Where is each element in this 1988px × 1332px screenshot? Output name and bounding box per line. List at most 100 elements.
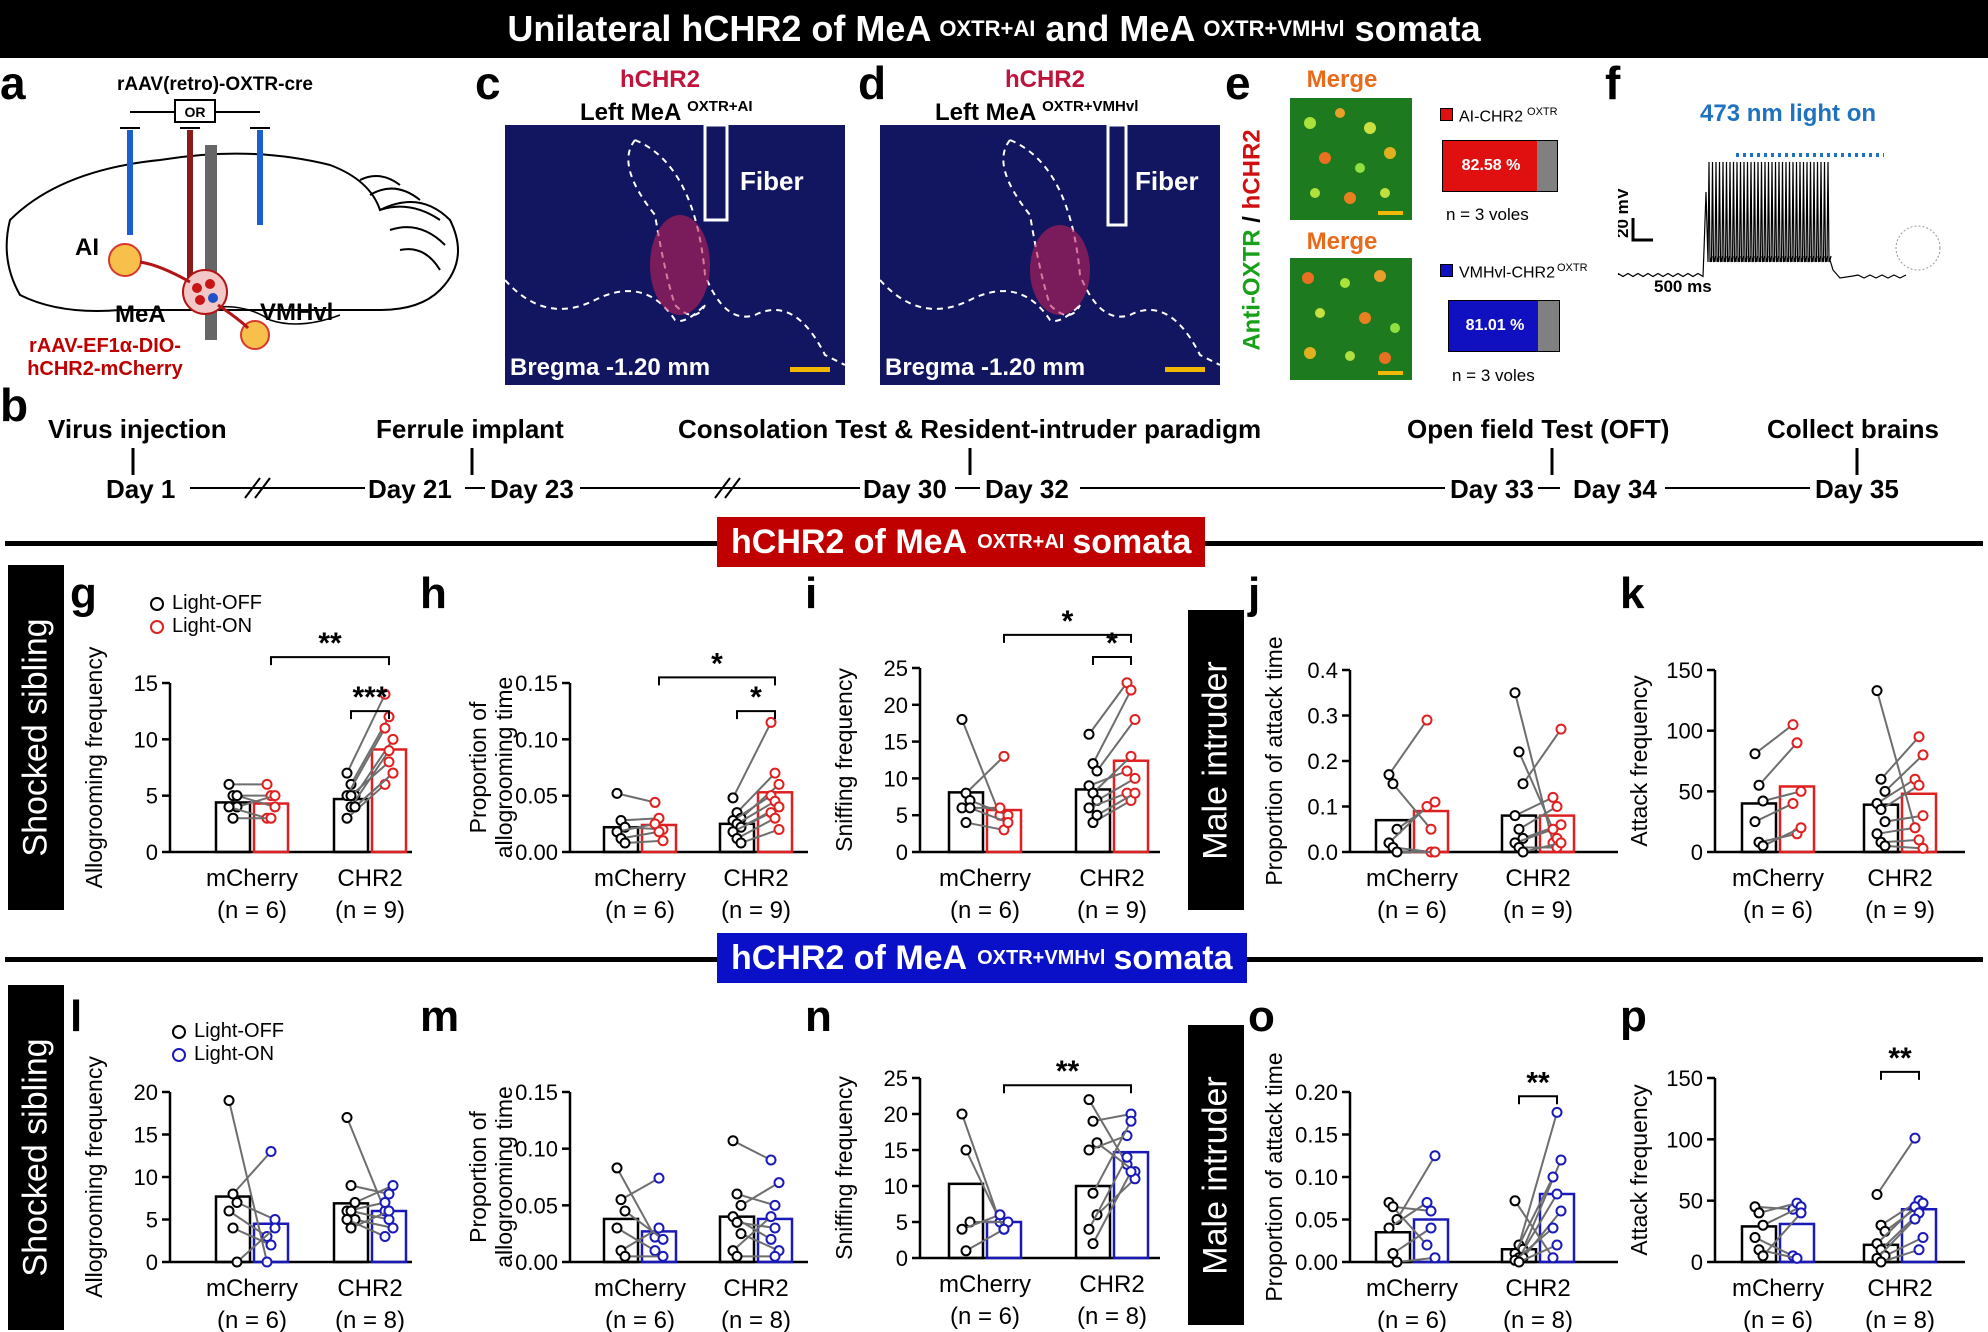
pair-line bbox=[228, 1100, 268, 1263]
panel-a-letter: a bbox=[0, 57, 26, 109]
break-mark bbox=[244, 477, 271, 499]
point-light-off bbox=[731, 818, 743, 830]
point-light-off bbox=[727, 1135, 739, 1147]
point-light-off bbox=[1387, 1201, 1399, 1213]
group-n-label: (n = 8) bbox=[335, 1307, 405, 1332]
pair-line bbox=[346, 1201, 386, 1212]
point-light-off bbox=[956, 1223, 968, 1235]
y-axis-label: Attack frequency bbox=[1626, 1084, 1652, 1256]
point-light-on bbox=[1551, 832, 1563, 844]
point-light-off bbox=[727, 826, 739, 838]
panel-b-letter: b bbox=[0, 379, 29, 431]
sig-bracket bbox=[350, 710, 390, 720]
pair-line bbox=[350, 1184, 390, 1195]
point-light-off bbox=[231, 790, 243, 802]
bar-light-on bbox=[1412, 1218, 1450, 1264]
pair-line bbox=[620, 1177, 660, 1201]
pair-line bbox=[965, 1228, 1005, 1252]
point-light-on bbox=[1125, 684, 1137, 696]
y-tick-label: 0 bbox=[146, 1250, 158, 1275]
point-light-off bbox=[1091, 809, 1103, 821]
point-light-off bbox=[1879, 816, 1891, 828]
point-light-off bbox=[964, 794, 976, 806]
panel-letter-n: n bbox=[805, 992, 832, 1041]
y-tick-label: 5 bbox=[146, 1208, 158, 1233]
pair-line bbox=[620, 1227, 660, 1252]
pair-line bbox=[350, 750, 390, 808]
point-light-on bbox=[1129, 1166, 1141, 1178]
point-light-off bbox=[1383, 1197, 1395, 1208]
chart-o: o 0.00 0.05 0.10 0.15 0.20 Proportion of attac… bbox=[1248, 992, 1618, 1332]
point-light-off bbox=[1513, 1252, 1525, 1264]
n-voles-2: n = 3 voles bbox=[1452, 366, 1535, 385]
point-light-off bbox=[731, 832, 743, 844]
point-light-off bbox=[964, 1216, 976, 1228]
chart-p: p 0 50 100 150 Attack frequency mCherry (n = 6)… bbox=[1620, 992, 1965, 1332]
y-tick-label: 15 bbox=[884, 1138, 908, 1163]
point-light-off bbox=[1871, 1252, 1883, 1264]
panel-letter-i: i bbox=[805, 569, 817, 618]
pair-line bbox=[1096, 792, 1136, 817]
panel-d-micrograph: Fiber Bregma -1.20 mm bbox=[880, 125, 1220, 385]
label-male-intruder-2: Male intruder bbox=[1188, 1025, 1244, 1325]
pair-line bbox=[350, 761, 390, 797]
pair-line bbox=[1388, 1201, 1428, 1229]
point-light-on bbox=[773, 1177, 785, 1189]
pair-line bbox=[616, 1227, 656, 1252]
point-light-off bbox=[1879, 1225, 1891, 1237]
point-light-on bbox=[379, 1231, 391, 1242]
sig-bracket bbox=[270, 656, 390, 666]
group-n-label: (n = 9) bbox=[1503, 897, 1573, 924]
point-light-on bbox=[765, 807, 777, 819]
point-light-on bbox=[1791, 828, 1803, 840]
virus-line1: rAAV-EF1α-DIO- bbox=[29, 335, 181, 357]
group-n-label: (n = 6) bbox=[950, 897, 1020, 924]
fiber-label: Fiber bbox=[1135, 166, 1199, 196]
point-light-off bbox=[1387, 841, 1399, 853]
pair-line bbox=[1754, 723, 1794, 755]
point-light-on bbox=[1125, 1108, 1137, 1120]
point-light-on bbox=[649, 818, 661, 830]
point-light-off bbox=[1083, 802, 1095, 814]
legend-ai: Light-OFF Light-ON bbox=[150, 592, 262, 638]
group-label: mCherry bbox=[1366, 865, 1458, 892]
panel-letter-g: g bbox=[70, 569, 97, 618]
pair-line bbox=[236, 794, 276, 808]
group-label: CHR2 bbox=[337, 1275, 402, 1302]
point-light-off bbox=[619, 1205, 631, 1217]
pair-line bbox=[969, 799, 1009, 817]
bregma-label: Bregma -1.20 mm bbox=[510, 354, 710, 381]
point-light-on bbox=[1421, 1197, 1433, 1208]
pair-line bbox=[1088, 1156, 1128, 1230]
pair-line bbox=[1880, 1212, 1920, 1251]
pair-line bbox=[1758, 1202, 1798, 1214]
point-light-on bbox=[1547, 1222, 1559, 1234]
point-light-off bbox=[611, 826, 623, 838]
retro-virus-label: rAAV(retro)-OXTR-cre bbox=[117, 74, 313, 95]
event-virus: Virus injection bbox=[48, 414, 227, 444]
point-light-on bbox=[769, 1222, 781, 1234]
point-light-on bbox=[1555, 1154, 1567, 1166]
bar-light-on bbox=[370, 748, 408, 854]
panel-d-title: Left MeA OXTR+VMHvl bbox=[935, 98, 1139, 126]
point-light-off bbox=[735, 837, 747, 849]
panel-letter-k: k bbox=[1620, 569, 1645, 618]
point-light-on bbox=[765, 1233, 777, 1245]
bar-light-off bbox=[332, 1202, 370, 1264]
pair-line bbox=[346, 783, 386, 819]
point-light-on bbox=[994, 809, 1006, 821]
point-light-off bbox=[1757, 1250, 1769, 1262]
break-mark bbox=[714, 477, 741, 499]
point-light-off bbox=[345, 1180, 357, 1191]
bar-light-on bbox=[252, 1222, 290, 1264]
point-light-on bbox=[265, 1239, 277, 1251]
pair-line bbox=[354, 772, 394, 808]
point-light-on bbox=[383, 1214, 395, 1225]
vmhvl-label: VMHvl bbox=[260, 299, 333, 326]
fiber-track bbox=[703, 125, 729, 222]
group-label: mCherry bbox=[1732, 865, 1824, 892]
pair-line bbox=[354, 738, 394, 797]
point-light-off bbox=[956, 714, 968, 726]
point-light-on bbox=[387, 733, 399, 745]
group-n-label: (n = 6) bbox=[1377, 1307, 1447, 1332]
